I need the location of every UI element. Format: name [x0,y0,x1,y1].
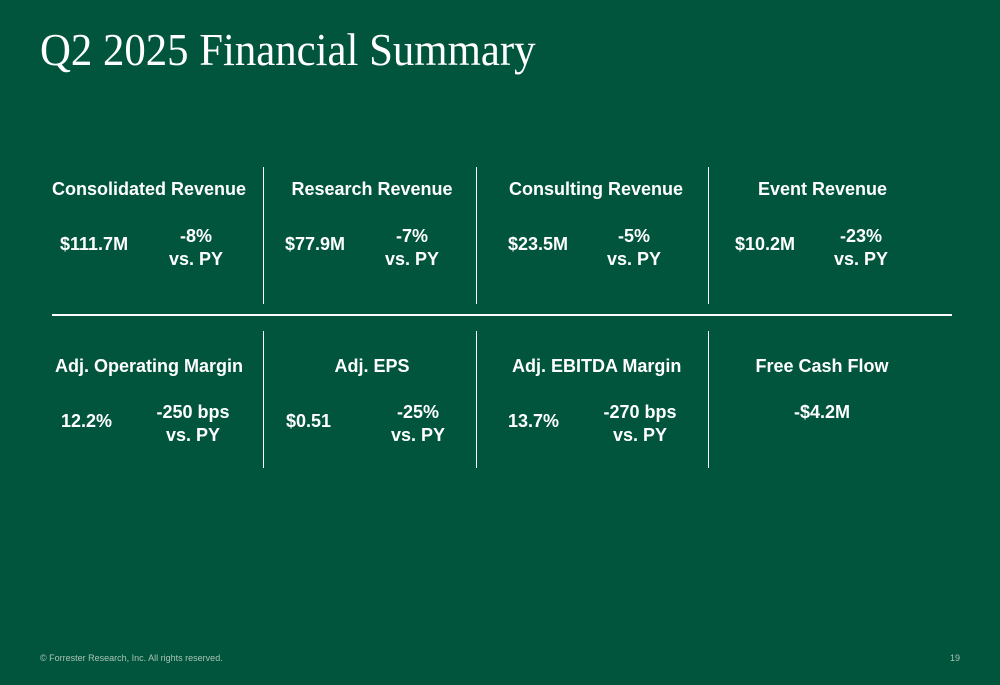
divider-horizontal [52,314,952,316]
divider-vertical [708,331,709,468]
metric-research-revenue: Research Revenue $77.9M -7% vs. PY [285,178,453,278]
change-comparison: vs. PY [606,249,662,269]
metric-consolidated-revenue: Consolidated Revenue $111.7M -8% vs. PY [52,178,247,278]
change-comparison: vs. PY [612,425,668,445]
change-comparison: vs. PY [384,249,440,269]
change-comparison: vs. PY [833,249,889,269]
metric-value: $111.7M [60,234,129,254]
metric-value: $10.2M [735,234,796,254]
metric-title: Free Cash Flow [755,356,889,376]
metric-title: Adj. Operating Margin [55,356,244,376]
divider-vertical [476,331,477,468]
change-comparison: vs. PY [168,249,224,269]
metric-value: -$4.2M [793,402,851,422]
change-value: -250 bps [156,402,230,422]
metric-free-cash-flow: Free Cash Flow -$4.2M [755,355,889,455]
slide-title: Q2 2025 Financial Summary [40,24,536,75]
change-value: -270 bps [603,402,677,422]
change-value: -25% [396,402,440,422]
divider-vertical [476,167,477,304]
metric-title: Event Revenue [758,179,888,199]
divider-vertical [263,167,264,304]
metric-value: $0.51 [286,411,332,431]
change-value: -23% [839,226,883,246]
change-value: -8% [179,226,212,246]
metric-consulting-revenue: Consulting Revenue $23.5M -5% vs. PY [508,178,684,278]
metric-adj-eps: Adj. EPS $0.51 -25% vs. PY [286,355,445,455]
divider-vertical [263,331,264,468]
change-value: -7% [395,226,428,246]
metric-change: -270 bps vs. PY [595,401,685,447]
change-comparison: vs. PY [390,425,446,445]
metric-value: $23.5M [508,234,569,254]
metric-title: Consulting Revenue [509,179,684,199]
divider-vertical [708,167,709,304]
metric-change: -5% vs. PY [594,225,674,271]
metric-change: -7% vs. PY [372,225,452,271]
footer-copyright: © Forrester Research, Inc. All rights re… [40,653,223,663]
metric-change: -8% vs. PY [156,225,236,271]
metric-title: Research Revenue [291,179,453,199]
metric-value: 13.7% [508,411,560,431]
metric-change: -250 bps vs. PY [148,401,238,447]
metric-value: $77.9M [285,234,346,254]
metric-adj-ebitda-margin: Adj. EBITDA Margin 13.7% -270 bps vs. PY [508,355,682,455]
metric-title: Adj. EPS [334,356,410,376]
metric-change: -25% vs. PY [378,401,458,447]
change-comparison: vs. PY [165,425,221,445]
metric-value: 12.2% [61,411,113,431]
metric-title: Consolidated Revenue [52,179,247,199]
metric-adj-operating-margin: Adj. Operating Margin 12.2% -250 bps vs.… [55,355,244,455]
change-value: -5% [617,226,650,246]
metric-change: -23% vs. PY [821,225,901,271]
metric-event-revenue: Event Revenue $10.2M -23% vs. PY [735,178,888,278]
page-number: 19 [949,653,960,663]
metric-title: Adj. EBITDA Margin [512,356,682,376]
